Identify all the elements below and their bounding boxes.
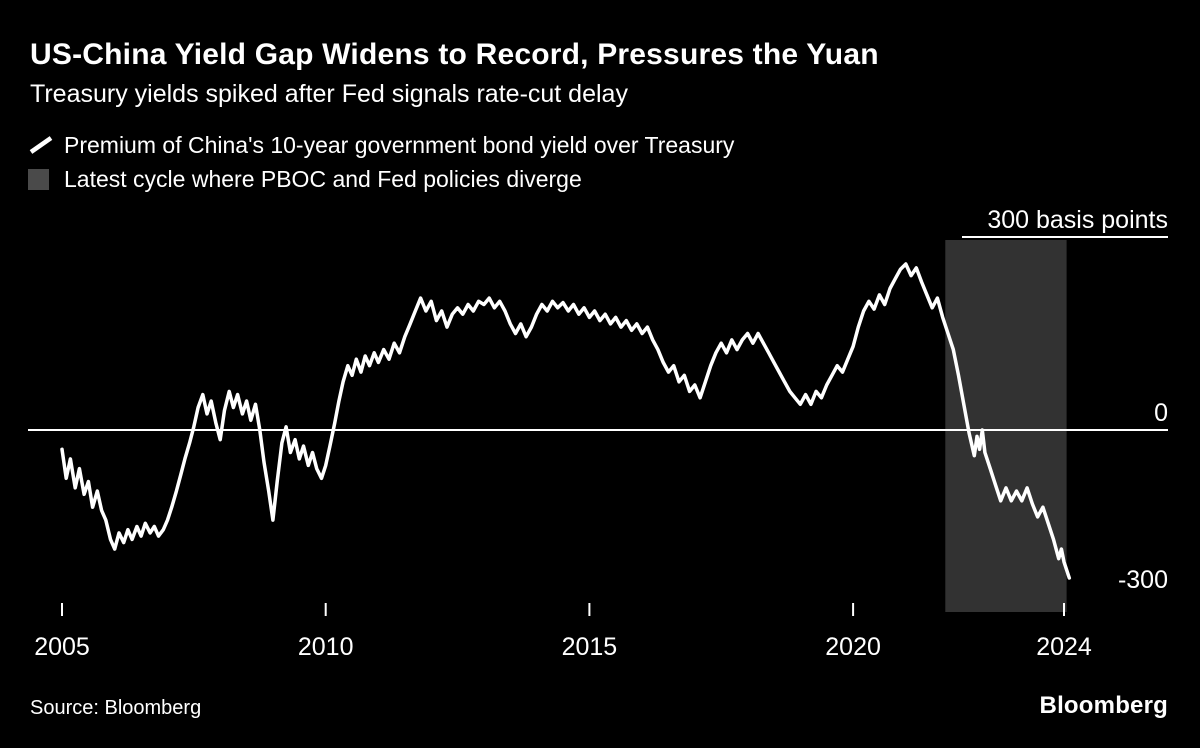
x-axis-label: 2020 [825, 633, 881, 661]
line-series-icon [28, 134, 58, 156]
region-swatch-icon [28, 168, 58, 190]
legend: Premium of China's 10-year government bo… [28, 128, 734, 196]
diverge-cycle-region [945, 240, 1067, 612]
legend-item-line: Premium of China's 10-year government bo… [28, 128, 734, 162]
x-axis-label: 2005 [34, 633, 90, 661]
legend-label-region: Latest cycle where PBOC and Fed policies… [64, 165, 582, 192]
yield-gap-line [60, 262, 1072, 580]
chart-subtitle: Treasury yields spiked after Fed signals… [30, 80, 628, 108]
x-axis-label: 2024 [1036, 633, 1092, 661]
x-axis-label: 2015 [562, 633, 618, 661]
x-axis-label: 2010 [298, 633, 354, 661]
y-axis-label: -300 [1118, 566, 1168, 594]
legend-item-region: Latest cycle where PBOC and Fed policies… [28, 162, 734, 196]
legend-label-line: Premium of China's 10-year government bo… [64, 131, 735, 158]
chart-title: US-China Yield Gap Widens to Record, Pre… [30, 38, 879, 71]
bloomberg-logo: Bloomberg [1039, 692, 1168, 719]
y-axis-label: 0 [1154, 399, 1168, 427]
source-note: Source: Bloomberg [30, 697, 202, 719]
y-axis-label: 300 basis points [987, 206, 1168, 234]
chart-svg: 300 basis points 0 -300 2005 2010 2015 2020 202… [28, 206, 1168, 661]
